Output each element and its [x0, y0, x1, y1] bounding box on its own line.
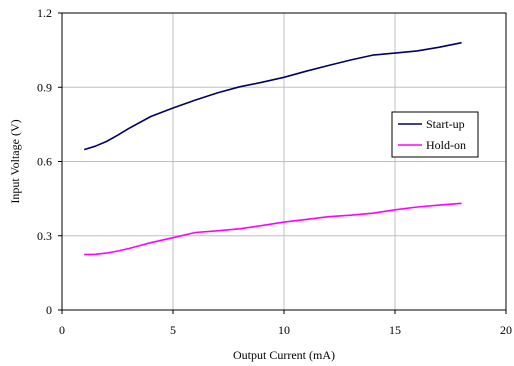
y-tick-label: 0.3	[37, 229, 52, 243]
legend: Start-up Hold-on	[391, 111, 479, 158]
y-tick-label: 0.9	[37, 80, 52, 94]
y-axis-title: Input Voltage (V)	[8, 119, 22, 203]
series-line-start-up	[83, 41, 462, 151]
x-tick-label: 0	[59, 323, 65, 337]
y-tick-label: 0	[46, 303, 52, 317]
legend-box	[391, 111, 479, 158]
legend-label-start-up: Start-up	[426, 117, 465, 131]
series-line-hold-on	[84, 202, 462, 256]
axis-ticks: 0 5 10 15 20 0 0.3 0.6 0.9 1.2	[37, 6, 512, 337]
x-axis-title: Output Current (mA)	[233, 348, 335, 362]
x-tick-label: 5	[170, 323, 176, 337]
y-tick-label: 0.6	[37, 155, 52, 169]
x-tick-label: 20	[500, 323, 512, 337]
grid-lines	[62, 13, 506, 310]
x-tick-label: 15	[389, 323, 401, 337]
legend-label-hold-on: Hold-on	[426, 138, 466, 152]
y-tick-label: 1.2	[37, 6, 52, 20]
series-lines	[83, 41, 462, 256]
x-tick-label: 10	[278, 323, 290, 337]
